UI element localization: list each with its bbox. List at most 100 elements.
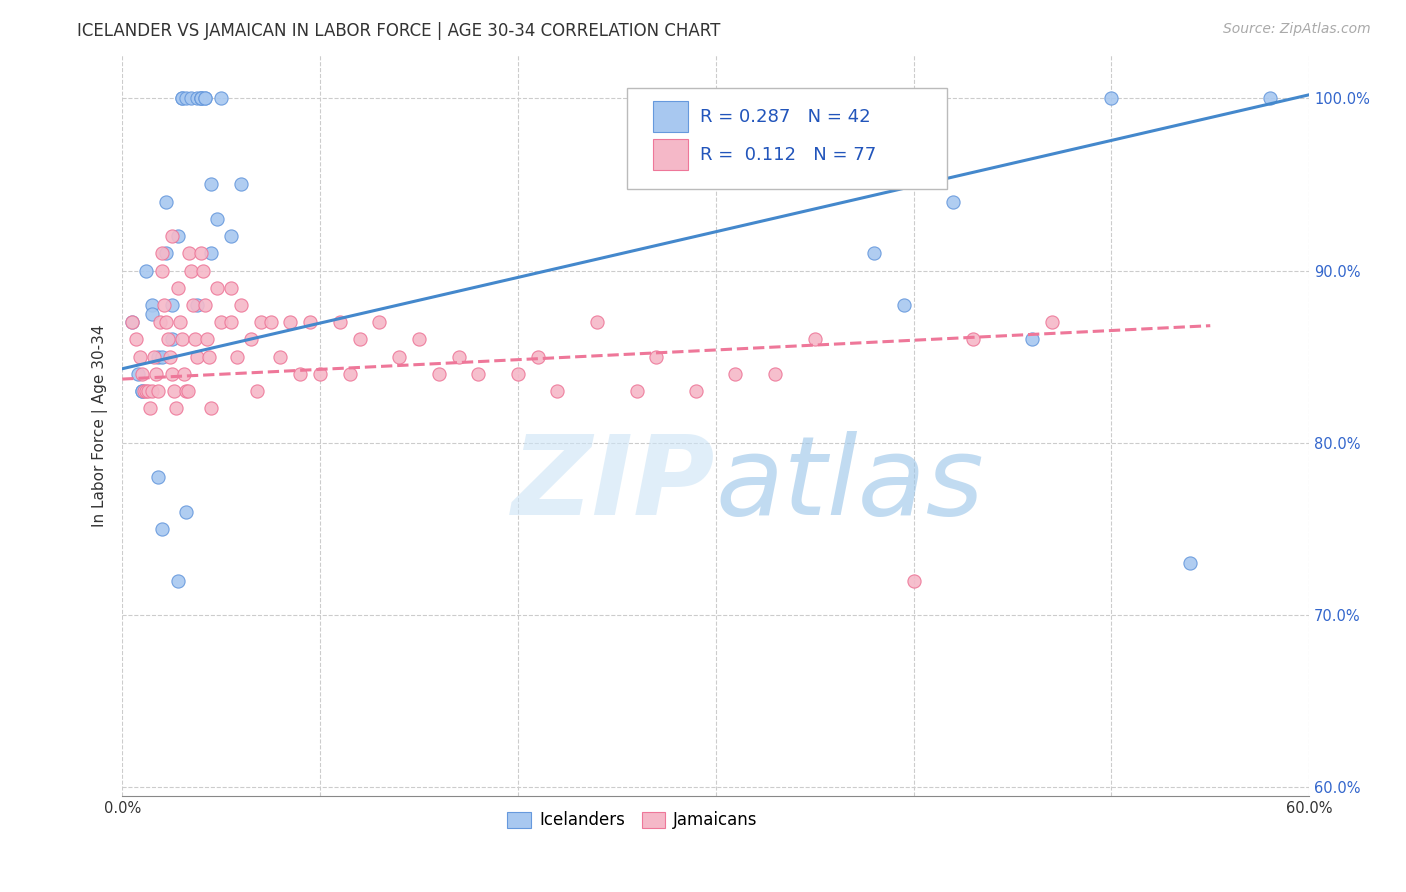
Point — [152, 298, 174, 312]
Point — [121, 315, 143, 329]
Text: Source: ZipAtlas.com: Source: ZipAtlas.com — [1223, 22, 1371, 37]
Point — [506, 367, 529, 381]
Legend: Icelanders, Jamaicans: Icelanders, Jamaicans — [501, 805, 765, 836]
Point — [183, 298, 205, 312]
Point — [132, 384, 155, 399]
Point — [349, 333, 371, 347]
Point — [194, 91, 217, 105]
Point — [184, 333, 207, 347]
Point — [447, 350, 470, 364]
Point — [156, 333, 179, 347]
Point — [205, 211, 228, 226]
Point — [135, 263, 157, 277]
Point — [219, 315, 242, 329]
Point — [129, 350, 152, 364]
Point — [427, 367, 450, 381]
Point — [368, 315, 391, 329]
Point — [146, 470, 169, 484]
Point — [229, 178, 252, 192]
Point — [141, 307, 163, 321]
Point — [309, 367, 332, 381]
Point — [149, 315, 172, 329]
FancyBboxPatch shape — [652, 101, 689, 132]
Point — [135, 384, 157, 399]
Point — [193, 263, 215, 277]
Point — [1099, 91, 1122, 105]
Point — [179, 246, 201, 260]
Point — [190, 91, 212, 105]
Point — [942, 194, 965, 209]
Point — [626, 384, 648, 399]
Point — [408, 333, 430, 347]
Point — [160, 229, 183, 244]
Point — [339, 367, 361, 381]
Point — [142, 350, 165, 364]
Point — [146, 350, 169, 364]
Point — [685, 384, 707, 399]
Point — [803, 333, 825, 347]
Point — [180, 91, 202, 105]
Point — [170, 333, 193, 347]
Point — [467, 367, 489, 381]
Point — [150, 263, 173, 277]
Point — [219, 281, 242, 295]
Point — [160, 367, 183, 381]
Point — [150, 246, 173, 260]
Point — [200, 401, 222, 416]
Point — [190, 91, 212, 105]
Point — [1258, 91, 1281, 105]
Point — [131, 367, 153, 381]
Point — [155, 246, 177, 260]
Point — [166, 281, 188, 295]
Point — [186, 91, 208, 105]
Point — [186, 298, 208, 312]
Point — [219, 229, 242, 244]
Point — [1040, 315, 1063, 329]
Point — [194, 91, 217, 105]
Point — [160, 333, 183, 347]
Point — [170, 91, 193, 105]
FancyBboxPatch shape — [652, 139, 689, 170]
Point — [155, 194, 177, 209]
Point — [299, 315, 322, 329]
Point — [131, 384, 153, 399]
Point — [160, 298, 183, 312]
Point — [229, 298, 252, 312]
Point — [198, 350, 221, 364]
Point — [139, 401, 162, 416]
Point — [166, 229, 188, 244]
Point — [329, 315, 352, 329]
Text: R = 0.287   N = 42: R = 0.287 N = 42 — [700, 108, 870, 126]
Point — [173, 367, 195, 381]
Point — [200, 246, 222, 260]
Point — [169, 315, 191, 329]
Point — [290, 367, 312, 381]
Point — [150, 522, 173, 536]
Point — [388, 350, 411, 364]
Point — [166, 574, 188, 588]
Point — [1180, 557, 1202, 571]
Point — [131, 384, 153, 399]
Point — [239, 333, 262, 347]
Point — [526, 350, 548, 364]
Point — [246, 384, 269, 399]
Point — [165, 401, 187, 416]
Point — [159, 350, 181, 364]
Point — [145, 367, 167, 381]
Point — [125, 333, 148, 347]
Point — [863, 246, 886, 260]
Point — [176, 384, 198, 399]
Text: R =  0.112   N = 77: R = 0.112 N = 77 — [700, 146, 876, 164]
Point — [205, 281, 228, 295]
Point — [724, 367, 747, 381]
Point — [174, 384, 197, 399]
Point — [150, 350, 173, 364]
Point — [155, 315, 177, 329]
Point — [174, 505, 197, 519]
Point — [194, 298, 217, 312]
Point — [170, 91, 193, 105]
Point — [259, 315, 281, 329]
Point — [121, 315, 143, 329]
Point — [190, 246, 212, 260]
Point — [141, 298, 163, 312]
